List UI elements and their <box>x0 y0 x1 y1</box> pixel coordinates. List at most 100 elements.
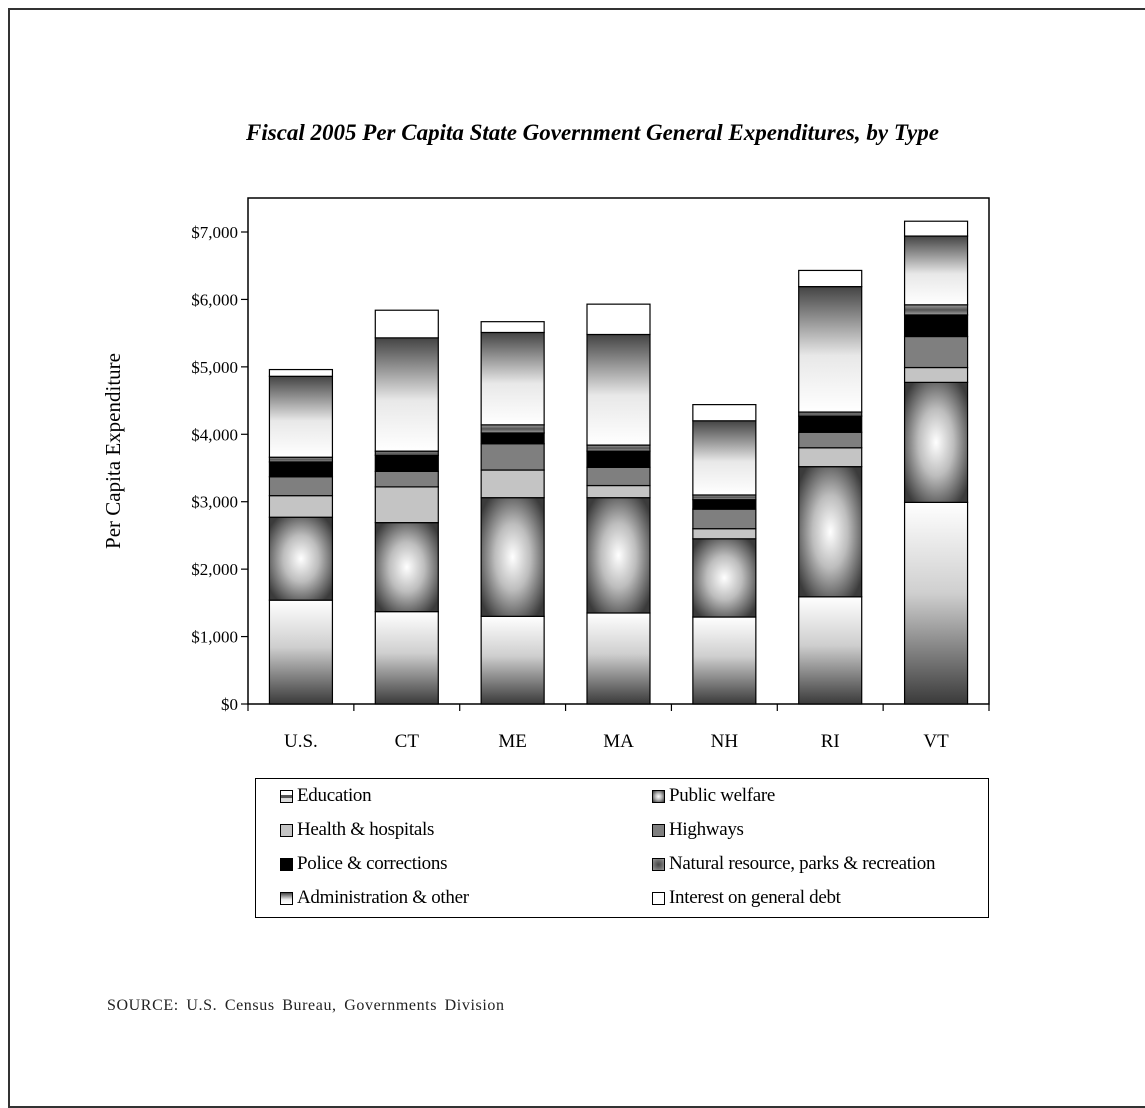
bar-segment <box>268 368 334 377</box>
bar-segment <box>586 333 651 446</box>
bar-segment <box>268 516 334 601</box>
bar-segment <box>374 611 439 705</box>
legend-label: Health & hospitals <box>297 819 435 840</box>
bar-segment <box>268 476 334 497</box>
bar-segment <box>903 381 969 503</box>
bar-segment <box>374 470 439 488</box>
legend-item: Public welfare <box>652 783 775 809</box>
legend-item: Highways <box>652 817 744 843</box>
y-tick-label: $0 <box>221 695 238 714</box>
chart-plot: $0 $1,000 $2,000 $3,000 $4,000 $5,000 $6,000 $7… <box>101 197 990 752</box>
y-tick-label: $5,000 <box>191 358 238 377</box>
legend: Education Public welfare Health & hospital… <box>255 778 989 918</box>
bar-segment <box>692 404 757 422</box>
legend-label: Administration & other <box>297 887 469 908</box>
bar-segment <box>374 522 439 613</box>
bar-segment <box>798 466 863 598</box>
bar-segment <box>586 497 651 614</box>
bar-segment <box>480 432 545 445</box>
bar-segment <box>692 616 757 705</box>
x-tick-label: ME <box>498 731 527 752</box>
legend-item: Education <box>280 783 372 809</box>
bar-segment <box>903 366 969 383</box>
legend-item: Health & hospitals <box>280 817 434 843</box>
bar-segment <box>798 431 863 449</box>
legend-label: Public welfare <box>669 785 776 806</box>
bar-segment <box>374 337 439 452</box>
bar-segment <box>268 461 334 478</box>
chart-title: Fiscal 2005 Per Capita State Government … <box>246 120 939 145</box>
bar-segment <box>586 466 651 487</box>
bar-segment <box>586 303 651 336</box>
x-tick-label: U.S. <box>284 731 318 752</box>
legend-label: Natural resource, parks & recreation <box>669 853 936 874</box>
bar-segment <box>374 454 439 472</box>
bar-segment <box>480 424 545 434</box>
bar-segment <box>798 415 863 433</box>
legend-swatch <box>280 857 293 871</box>
bars <box>268 220 969 705</box>
legend-item: Administration & other <box>280 885 469 911</box>
legend-swatch <box>280 789 293 803</box>
bar-segment <box>586 484 651 499</box>
bar-segment <box>374 309 439 339</box>
legend-item: Natural resource, parks & recreation <box>652 851 935 877</box>
bar-segment <box>586 450 651 468</box>
bar-segment <box>480 469 545 499</box>
bar-segment <box>586 612 651 705</box>
bar-segment <box>374 486 439 524</box>
bar-segment <box>480 321 545 334</box>
legend-label: Interest on general debt <box>669 887 841 908</box>
x-tick-label: CT <box>395 731 420 752</box>
y-axis: $0 $1,000 $2,000 $3,000 $4,000 $5,000 $6,000 $7… <box>191 223 248 714</box>
bar-segment <box>903 501 969 705</box>
bar-segment <box>480 615 545 705</box>
y-tick-label: $3,000 <box>191 493 238 512</box>
bar-segment <box>692 508 757 530</box>
legend-swatch <box>280 823 293 837</box>
bar-segment <box>268 375 334 458</box>
bar-segment <box>903 304 969 316</box>
bar-segment <box>480 497 545 617</box>
x-tick-label: RI <box>821 731 840 752</box>
legend-swatch <box>280 891 293 905</box>
x-tick-label: MA <box>603 731 634 752</box>
y-tick-label: $1,000 <box>191 628 238 647</box>
bar-segment <box>268 495 334 518</box>
legend-swatch <box>652 891 665 905</box>
y-tick-label: $7,000 <box>191 223 238 242</box>
bar-segment <box>692 528 757 540</box>
legend-item: Interest on general debt <box>652 885 841 911</box>
bar-segment <box>798 411 863 417</box>
y-tick-label: $4,000 <box>191 425 238 444</box>
legend-swatch <box>652 857 665 871</box>
bar-segment <box>692 494 757 501</box>
bar-segment <box>692 538 757 618</box>
legend-swatch <box>652 789 665 803</box>
x-tick-label: VT <box>923 731 949 752</box>
y-tick-label: $2,000 <box>191 560 238 579</box>
x-axis: U.S. CT ME MA NH RI VT <box>247 704 990 752</box>
bar-segment <box>903 335 969 369</box>
bar-segment <box>903 235 969 306</box>
y-tick-label: $6,000 <box>191 290 238 309</box>
legend-label: Education <box>297 785 372 806</box>
bar-segment <box>692 499 757 510</box>
bar-segment <box>374 450 439 456</box>
legend-item: Police & corrections <box>280 851 447 877</box>
legend-swatch <box>652 823 665 837</box>
legend-label: Highways <box>669 819 744 840</box>
bar-segment <box>480 443 545 471</box>
bar-segment <box>903 314 969 338</box>
bar-segment <box>268 599 334 705</box>
bar-segment <box>586 444 651 452</box>
bar-segment <box>798 447 863 468</box>
bar-segment <box>798 286 863 413</box>
bar-segment <box>268 456 334 463</box>
x-tick-label: NH <box>711 731 739 752</box>
y-axis-title: Per Capita Expenditure <box>101 353 125 549</box>
bar-segment <box>798 596 863 705</box>
source-note: SOURCE: U.S. Census Bureau, Governments … <box>107 997 505 1014</box>
legend-label: Police & corrections <box>297 853 448 874</box>
bar-segment <box>798 269 863 288</box>
